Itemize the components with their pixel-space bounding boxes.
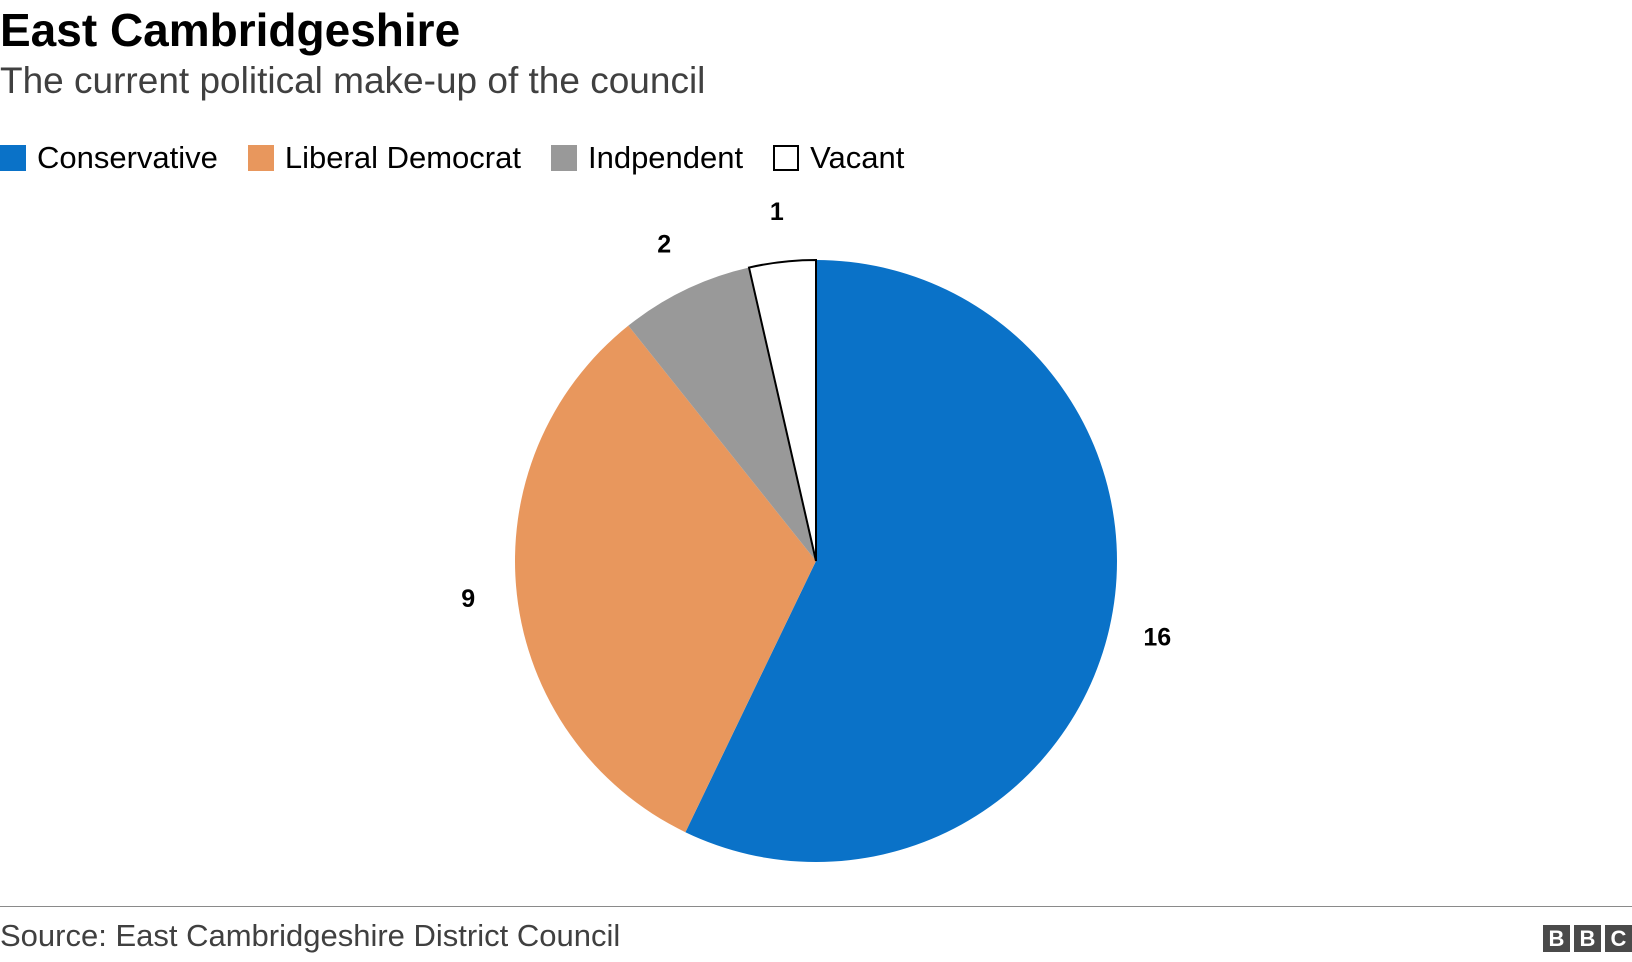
legend-label-vacant: Vacant bbox=[810, 140, 905, 175]
legend-label-liberal-democrat: Liberal Democrat bbox=[284, 140, 521, 175]
source-note: Source: East Cambridgeshire District Cou… bbox=[0, 918, 621, 953]
data-label-liberal-democrat: 9 bbox=[461, 585, 475, 613]
pie-chart: 16 9 2 1 bbox=[461, 198, 1171, 862]
pie-slice-liberal-democrat bbox=[515, 325, 816, 833]
data-label-conservative: 16 bbox=[1143, 623, 1171, 651]
legend-swatch-independent bbox=[550, 145, 577, 171]
footer-divider bbox=[0, 906, 1632, 907]
legend-swatch-vacant bbox=[773, 145, 800, 171]
pie-slice-vacant bbox=[747, 258, 817, 562]
legend-swatch-liberal-democrat bbox=[247, 145, 274, 171]
pie-slice-conservative bbox=[685, 260, 1118, 862]
bbc-logo-letter: C bbox=[1605, 925, 1632, 952]
legend-item-liberal-democrat: Liberal Democrat bbox=[247, 138, 521, 178]
data-label-indpendent: 2 bbox=[657, 230, 671, 258]
bbc-logo-letter: B bbox=[1543, 925, 1570, 952]
legend-label-conservative: Conservative bbox=[37, 140, 218, 175]
legend-item-conservative: Conservative bbox=[0, 138, 218, 178]
data-label-vacant: 1 bbox=[770, 198, 784, 226]
chart-legend: Conservative Liberal Democrat Indpendent… bbox=[0, 138, 934, 178]
legend-item-vacant: Vacant bbox=[773, 138, 904, 178]
chart-title: East Cambridgeshire bbox=[0, 4, 461, 56]
bbc-logo: B B C bbox=[1539, 925, 1632, 952]
legend-label-independent: Indpendent bbox=[587, 140, 744, 175]
chart-subtitle: The current political make-up of the cou… bbox=[0, 60, 706, 101]
legend-swatch-conservative bbox=[0, 145, 26, 171]
bbc-logo-letter: B bbox=[1574, 925, 1601, 952]
pie-slice-indpendent bbox=[628, 267, 816, 561]
legend-item-independent: Indpendent bbox=[550, 138, 744, 178]
